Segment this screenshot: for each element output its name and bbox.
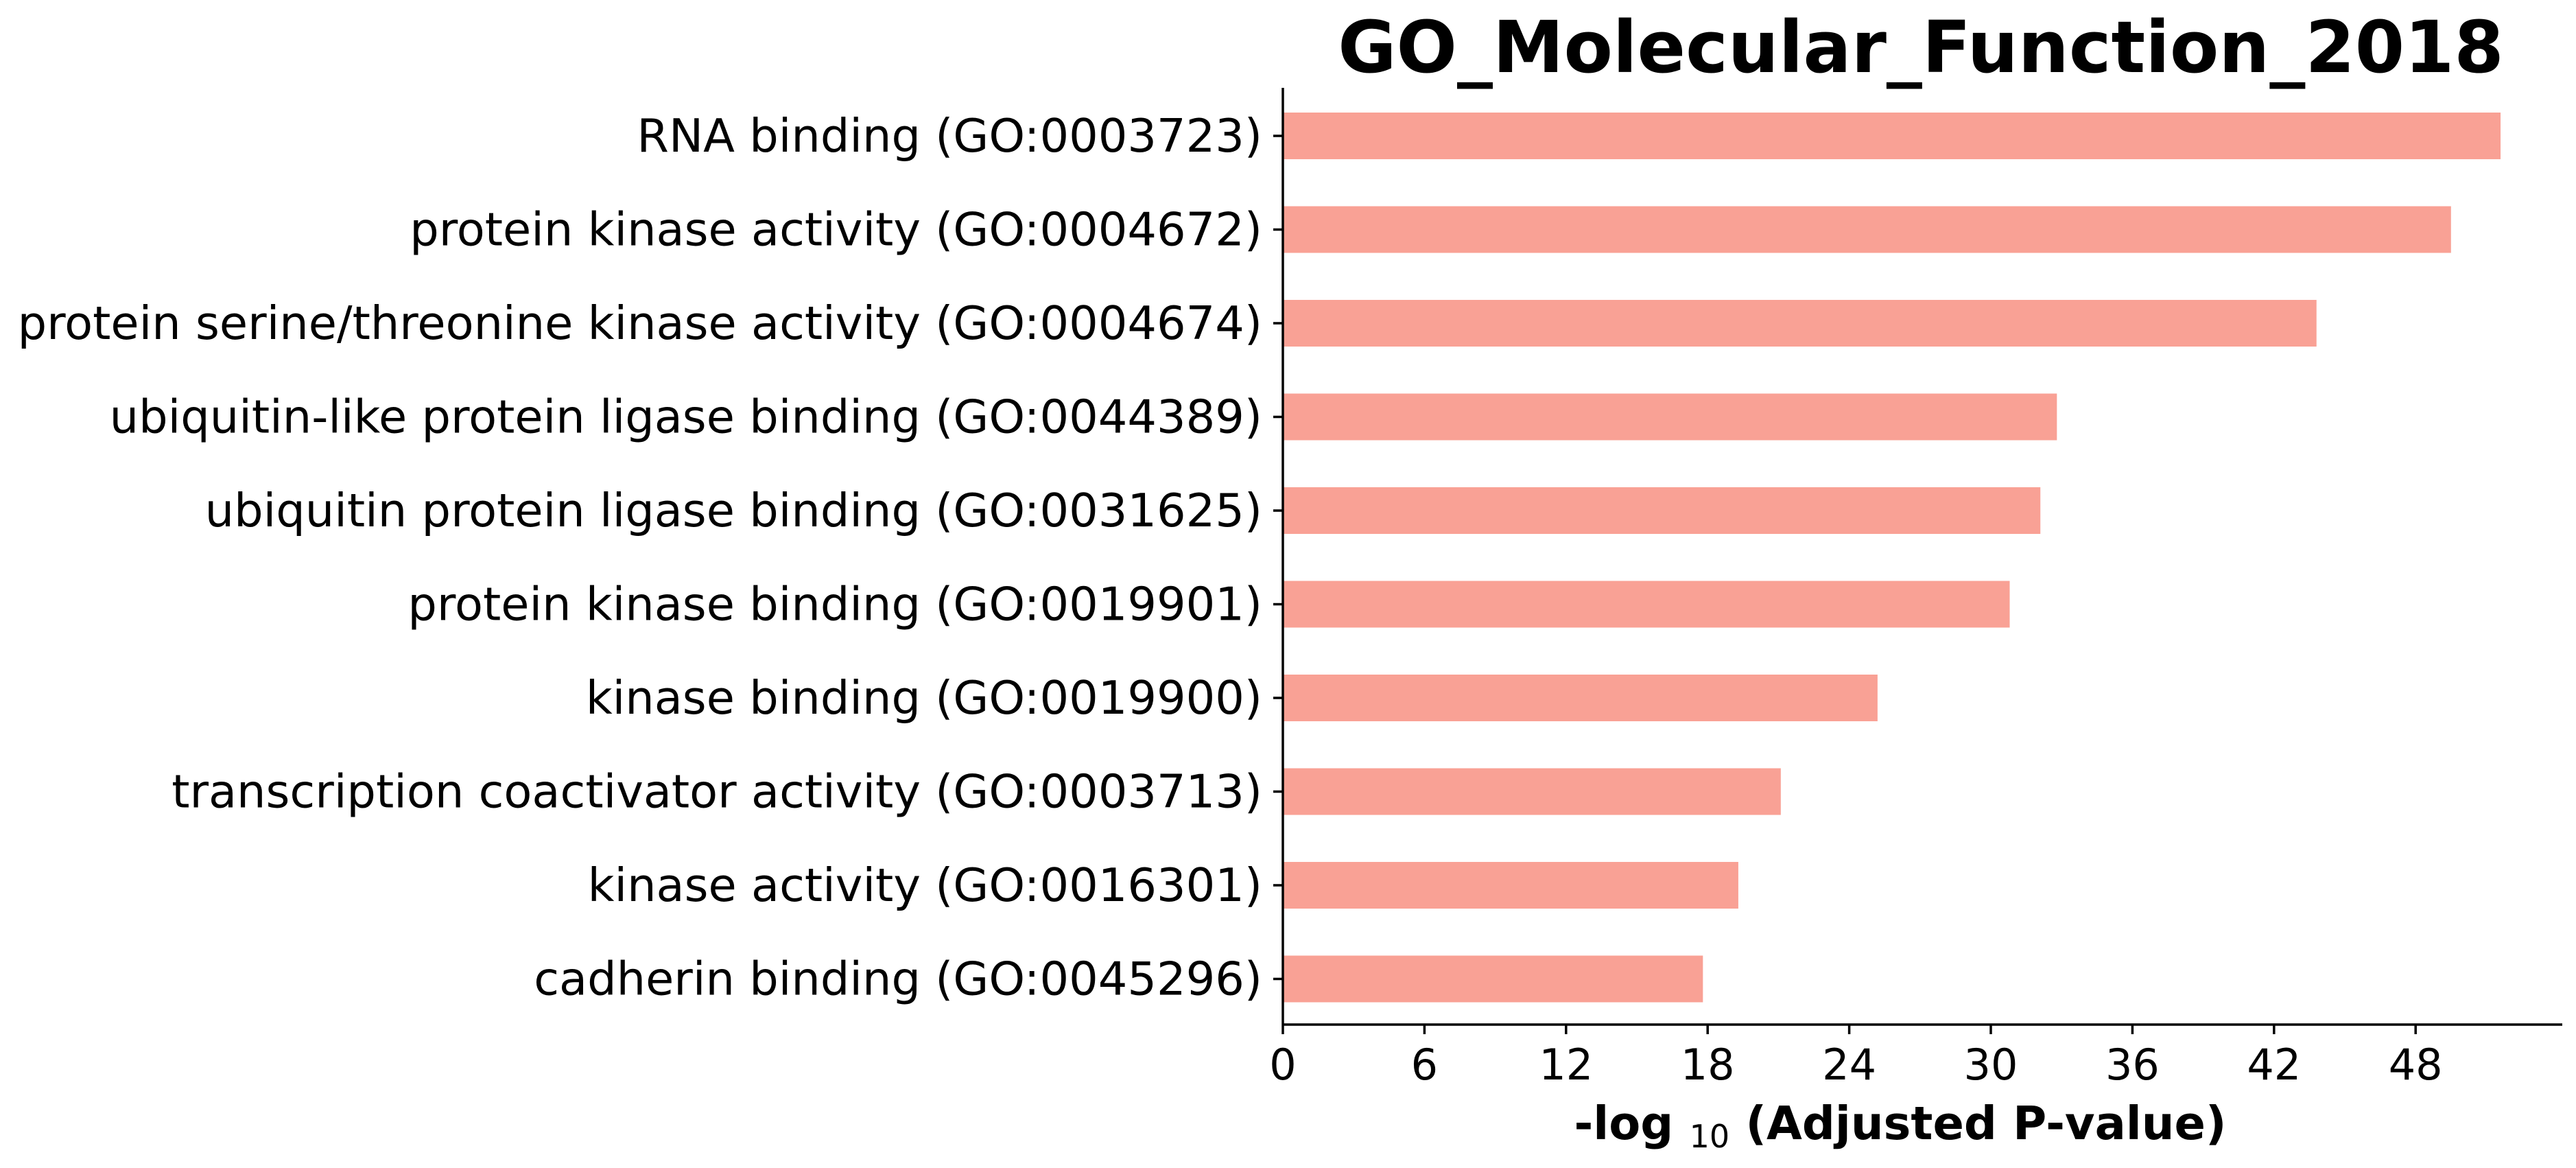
x-axis-title-prefix: -log — [1574, 1097, 1673, 1150]
category-label: protein kinase activity (GO:0004672) — [410, 203, 1262, 257]
x-tick-label: 24 — [1822, 1040, 1876, 1090]
x-axis-ticks: 0 6 12 18 24 30 36 42 48 — [1269, 1025, 2443, 1090]
bar — [1283, 581, 2010, 628]
bar — [1283, 955, 1703, 1003]
category-label: kinase binding (GO:0019900) — [586, 671, 1262, 725]
x-axis-title-suffix: (Adjusted P-value) — [1745, 1097, 2226, 1150]
category-label: ubiquitin protein ligase binding (GO:003… — [205, 484, 1262, 537]
category-label: transcription coactivator activity (GO:0… — [172, 765, 1262, 819]
x-tick-label: 42 — [2247, 1040, 2301, 1090]
x-tick-label: 0 — [1269, 1040, 1296, 1090]
bar — [1283, 113, 2501, 159]
category-labels: RNA binding (GO:0003723) protein kinase a… — [18, 109, 1283, 1006]
bar — [1283, 768, 1781, 815]
category-label: protein kinase binding (GO:0019901) — [407, 578, 1262, 631]
category-label: cadherin binding (GO:0045296) — [534, 953, 1262, 1006]
x-tick-label: 30 — [1964, 1040, 2018, 1090]
category-label: RNA binding (GO:0003723) — [637, 109, 1262, 163]
x-tick-label: 12 — [1539, 1040, 1593, 1090]
x-tick-label: 48 — [2389, 1040, 2443, 1090]
bar — [1283, 862, 1738, 909]
bar — [1283, 300, 2317, 347]
x-axis-title-subscript: 10 — [1690, 1118, 1730, 1155]
category-label: protein serine/threonine kinase activity… — [18, 296, 1262, 350]
bar — [1283, 206, 2451, 253]
x-tick-label: 18 — [1681, 1040, 1735, 1090]
bar — [1283, 393, 2057, 441]
x-tick-label: 36 — [2105, 1040, 2160, 1090]
category-label: kinase activity (GO:0016301) — [588, 859, 1262, 912]
x-tick-label: 6 — [1411, 1040, 1438, 1090]
bar — [1283, 675, 1878, 721]
bars-layer — [1283, 113, 2501, 1003]
category-label: ubiquitin-like protein ligase binding (G… — [110, 390, 1262, 444]
bar — [1283, 487, 2041, 534]
x-axis-title: -log 10 (Adjusted P-value) — [1574, 1097, 2226, 1158]
chart-title: GO_Molecular_Function_2018 — [1338, 5, 2504, 89]
